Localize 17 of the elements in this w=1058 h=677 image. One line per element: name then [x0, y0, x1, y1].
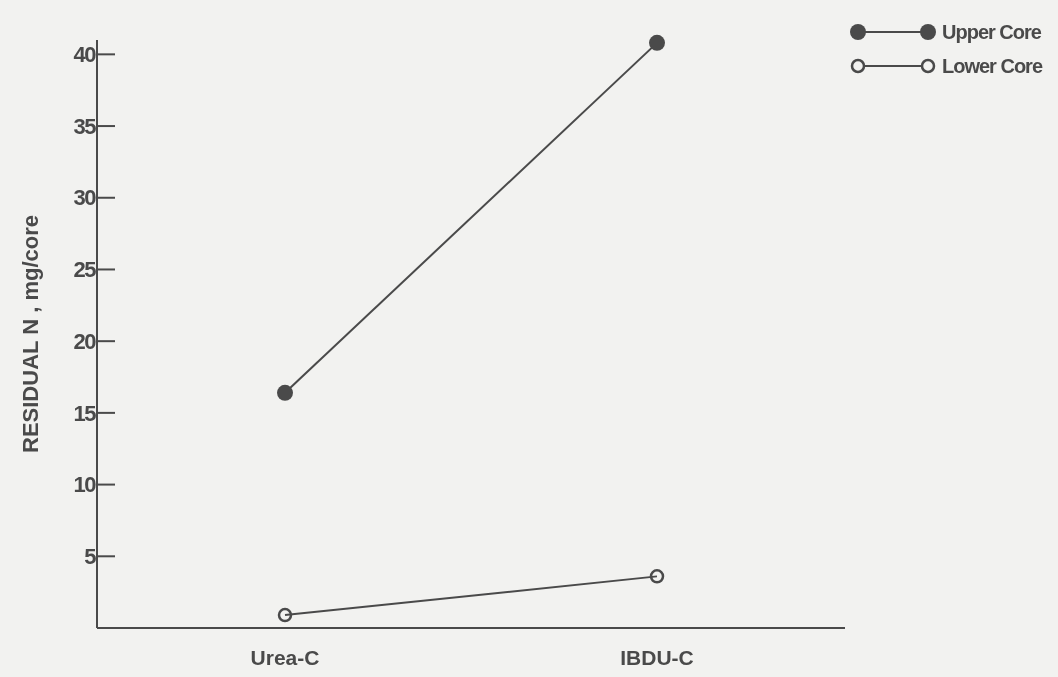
y-tick-label: 35: [73, 113, 97, 139]
y-tick-label: 15: [73, 400, 97, 426]
point: [277, 384, 293, 401]
y-tick-label: 30: [73, 185, 97, 211]
x-tick-label: Urea-C: [250, 646, 320, 669]
y-tick-label: 25: [73, 257, 97, 283]
legend-label: Upper Core: [942, 21, 1042, 43]
point: [277, 607, 293, 623]
y-tick-label: 5: [84, 543, 97, 569]
y-tick-label: 10: [73, 472, 97, 498]
y-axis-title: RESIDUAL N , mg/core: [18, 215, 43, 453]
point: [649, 569, 665, 584]
legend-label: Lower Core: [942, 55, 1043, 77]
y-tick-label: 20: [73, 328, 97, 354]
point: [649, 34, 665, 51]
y-tick-label: 40: [73, 42, 97, 68]
x-tick-label: IBDU-C: [620, 646, 694, 669]
